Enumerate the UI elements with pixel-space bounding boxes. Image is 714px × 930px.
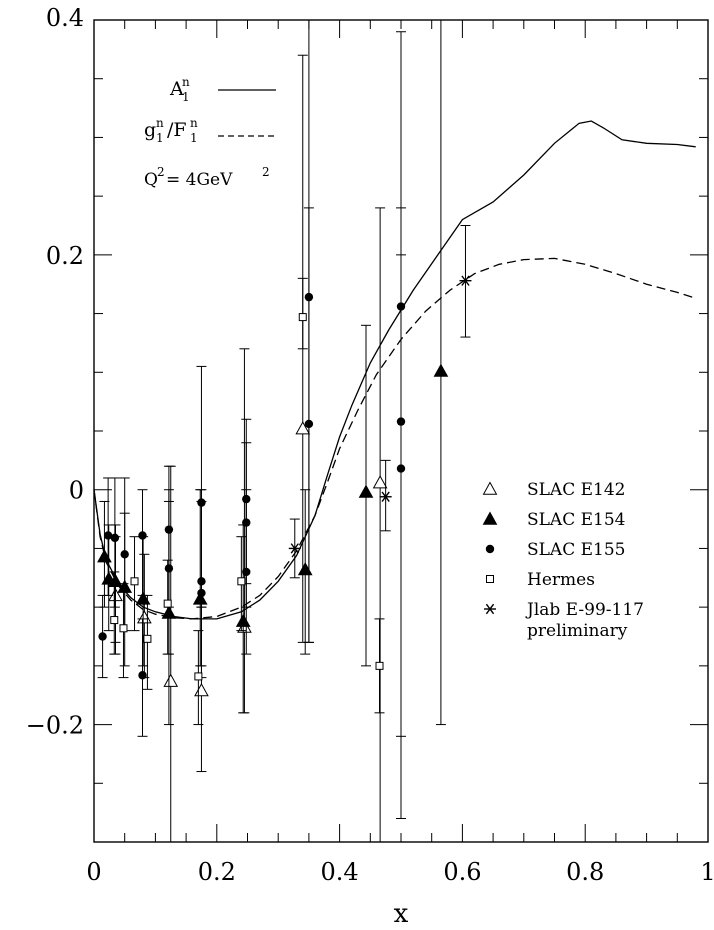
marker-square-open: [375, 661, 384, 670]
marker-triangle-filled: [358, 484, 374, 498]
marker-triangle-filled: [297, 562, 313, 576]
marker-square-open: [119, 624, 128, 633]
y-tick-label: −0.2: [26, 712, 84, 740]
x-tick-label: 0.2: [198, 858, 236, 886]
asterisk-stroke: [381, 491, 390, 502]
key-label-g1f1-0-sub: 1: [156, 131, 164, 145]
marker-triangle-open: [194, 682, 209, 697]
marker-asterisk: [484, 603, 496, 615]
q2-label: Q: [144, 170, 158, 190]
y-tick-label: 0.2: [46, 242, 84, 270]
marker-circle-filled: [138, 531, 147, 540]
marker-circle-filled: [485, 544, 495, 554]
marker-square-open: [130, 577, 139, 586]
q2-value: = 4GeV: [166, 170, 233, 190]
marker-square-open: [143, 634, 152, 643]
key-label-a1n: A: [169, 78, 184, 100]
key-label-g1f1-1-sub: 1: [190, 131, 198, 145]
series-slac-e142: [108, 54, 388, 842]
marker-circle-filled: [138, 671, 147, 680]
marker-circle-filled: [120, 550, 129, 559]
marker-circle-filled: [242, 567, 251, 577]
key-label-g1f1-1: /F: [167, 119, 187, 141]
marker-triangle-filled: [235, 613, 251, 627]
key-label-a1n-sup: n: [182, 75, 190, 89]
series-jlab-e-99-117: [288, 225, 472, 579]
series-hermes: [109, 277, 385, 726]
marker-triangle-filled: [135, 591, 151, 605]
x-tick-label: 0.4: [321, 858, 359, 886]
asterisk-stroke: [461, 275, 470, 286]
legend-label-2: preliminary: [527, 621, 628, 641]
legend-label: SLAC E155: [527, 540, 625, 560]
data-points: [97, 20, 472, 842]
key-label-g1f1-0-sup: n: [156, 116, 164, 130]
marker-triangle-open: [295, 421, 311, 435]
marker-circle-filled: [304, 419, 314, 429]
curve-g1nf1n: [93, 257, 696, 620]
key-label-g1f1-0: g: [144, 119, 156, 141]
asterisk-stroke: [485, 603, 495, 615]
key-label-a1n-sub: 1: [182, 90, 190, 104]
marker-circle-filled: [197, 588, 206, 598]
marker-circle-filled: [396, 464, 406, 473]
x-tick-label: 1: [700, 858, 714, 886]
marker-asterisk: [379, 491, 392, 502]
marker-square-open: [163, 599, 172, 608]
legend-label: Hermes: [527, 570, 595, 590]
q2-value-sup: 2: [262, 165, 270, 179]
legend-label: Jlab E-99-117: [525, 600, 644, 620]
series-slac-e155: [97, 20, 406, 820]
marker-triangle-filled: [482, 511, 498, 525]
legend-label: SLAC E142: [527, 480, 625, 500]
marker-triangle-open: [482, 481, 498, 495]
marker-asterisk: [288, 543, 301, 554]
asterisk-stroke: [290, 543, 299, 554]
marker-triangle-open: [136, 610, 152, 624]
x-tick-label: 0: [86, 858, 101, 886]
marker-circle-filled: [110, 533, 120, 543]
marker-square-open: [110, 616, 119, 625]
marker-triangle-filled: [433, 363, 449, 377]
marker-square-open: [194, 672, 203, 681]
legend: SLAC E142 SLAC E154 SLAC E155 Hermes Jlab E-…: [482, 480, 644, 641]
marker-asterisk: [459, 275, 472, 286]
marker-circle-filled: [98, 632, 107, 641]
y-tick-label: 0: [69, 477, 84, 505]
key-label-g1f1-1-sup: n: [190, 116, 198, 130]
marker-triangle-filled: [192, 591, 208, 605]
x-axis-label: x: [394, 899, 409, 929]
marker-square-open: [298, 313, 307, 322]
marker-circle-filled: [164, 564, 174, 573]
x-tick-label: 0.8: [566, 858, 604, 886]
x-tick-label: 0.6: [443, 858, 481, 886]
marker-circle-filled: [103, 531, 113, 540]
y-tick-label: 0.4: [46, 4, 84, 32]
marker-square-open: [486, 575, 494, 583]
marker-square-open: [237, 577, 246, 586]
marker-triangle-open: [163, 673, 179, 687]
axis-ticks: 0 0.2 0.4 0.6 0.8 1 −0.2 0 0.2 0.4: [26, 4, 714, 886]
legend-label: SLAC E154: [527, 510, 625, 530]
marker-triangle-open: [372, 475, 388, 489]
q2-sup: 2: [157, 165, 165, 179]
